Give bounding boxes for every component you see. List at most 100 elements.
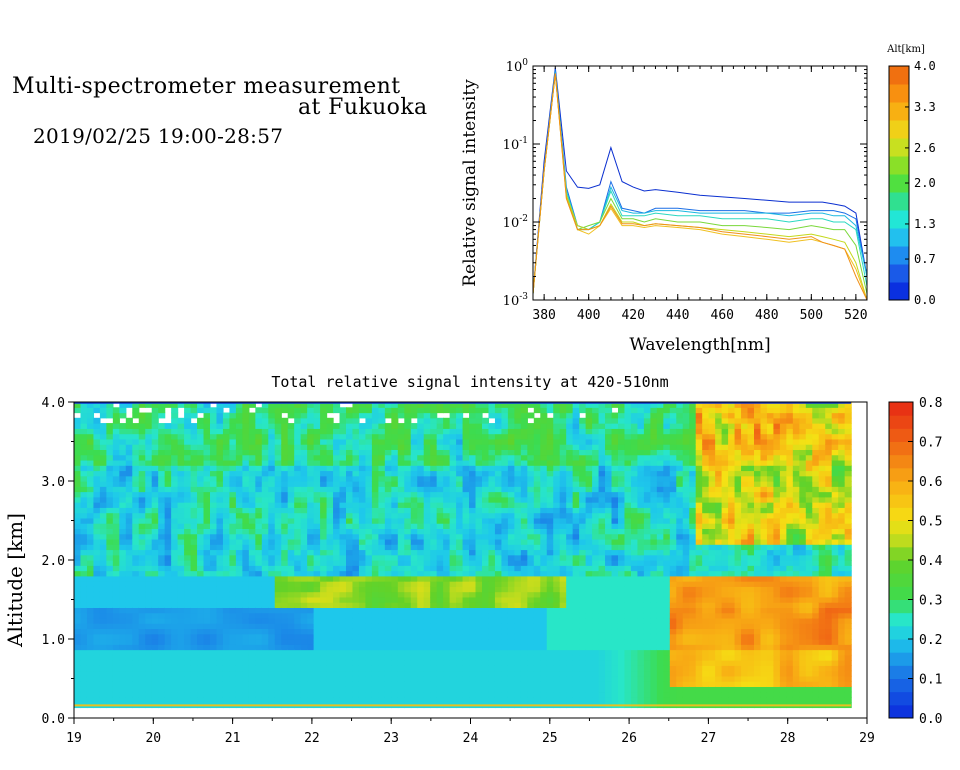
heatmap-cell <box>559 507 567 514</box>
heatmap-cell <box>579 486 587 493</box>
heatmap-cell <box>339 617 347 624</box>
heatmap-cell <box>313 454 321 461</box>
heatmap-cell <box>307 686 315 693</box>
heatmap-cell <box>125 549 133 556</box>
heatmap-cell <box>261 475 269 482</box>
heatmap-cell <box>132 660 140 666</box>
heatmap-cell <box>391 675 399 682</box>
heatmap-cell <box>520 565 528 572</box>
heatmap-cell <box>339 670 347 677</box>
heatmap-cell <box>80 517 88 524</box>
heatmap-cell <box>475 433 483 440</box>
heatmap-cell <box>112 475 120 482</box>
heatmap-cell <box>397 665 405 672</box>
heatmap-cell <box>242 423 250 429</box>
heatmap-cell <box>585 554 593 561</box>
heatmap-cell <box>423 670 431 677</box>
heatmap-cell <box>553 691 561 698</box>
heatmap-cell <box>566 639 574 645</box>
heatmap-cell <box>222 423 231 429</box>
heatmap-cell <box>248 665 256 672</box>
heatmap-cell <box>371 544 379 551</box>
heatmap-cell <box>358 423 367 429</box>
heatmap-cell <box>164 581 172 587</box>
heatmap-cell <box>527 596 535 603</box>
heatmap-cell <box>533 423 541 429</box>
heatmap-cell <box>184 433 192 440</box>
heatmap-cell <box>449 517 457 524</box>
heatmap-cell <box>145 438 153 445</box>
heatmap-cell <box>216 528 224 535</box>
heatmap-cell <box>611 660 619 666</box>
heatmap-cell <box>242 507 250 514</box>
heatmap-cell <box>119 623 127 630</box>
heatmap-cell <box>462 612 470 619</box>
heatmap-cell <box>158 670 166 677</box>
heatmap-cell <box>171 670 179 677</box>
heatmap-cell <box>494 423 503 429</box>
heatmap-cell <box>190 623 198 630</box>
heatmap-cell <box>177 481 185 487</box>
heatmap-cell <box>197 633 205 640</box>
heatmap-cell <box>585 596 593 603</box>
heatmap-cell <box>93 633 101 640</box>
heatmap-cell <box>488 560 496 566</box>
heatmap-cell <box>255 628 263 635</box>
heatmap-cell <box>184 544 192 551</box>
heatmap-cell <box>533 591 541 598</box>
heatmap-cell <box>132 470 140 477</box>
heatmap-cell <box>572 470 580 477</box>
heatmap-cell <box>222 528 231 535</box>
heatmap-cell <box>99 686 107 693</box>
heatmap-cell <box>184 633 192 640</box>
heatmap-cell <box>469 675 477 682</box>
heatmap-cell <box>585 681 593 687</box>
heatmap-cell <box>112 412 120 419</box>
heatmap-cell <box>261 686 269 693</box>
heatmap-cell <box>320 575 328 582</box>
heatmap-cell <box>93 533 101 540</box>
heatmap-cell <box>93 444 101 450</box>
heatmap-cell <box>112 523 120 529</box>
heatmap-cell <box>436 533 444 540</box>
heatmap-cell <box>216 444 224 450</box>
heatmap-cell <box>216 507 224 514</box>
heatmap-cell <box>184 449 192 456</box>
heatmap-cell <box>235 486 243 493</box>
heatmap-cell <box>430 402 438 408</box>
heatmap-cell <box>572 623 580 630</box>
heatmap-cell <box>197 444 205 450</box>
heatmap-cell <box>287 570 295 577</box>
heatmap-cell <box>462 465 470 472</box>
heatmap-cell <box>158 691 166 698</box>
heatmap-cell <box>371 433 379 440</box>
heatmap-cell <box>585 617 593 624</box>
heatmap-cell <box>430 617 438 624</box>
heatmap-cell <box>371 459 379 466</box>
heatmap-cell <box>80 617 88 624</box>
heatmap-cell <box>171 481 179 487</box>
heatmap-cell <box>572 523 580 529</box>
heatmap-cell <box>326 633 334 640</box>
spectrum-x-axis-label: Wavelength[nm] <box>629 335 770 355</box>
heatmap-cell <box>326 607 334 614</box>
heatmap-cell <box>397 591 405 598</box>
heatmap-cell <box>559 496 567 503</box>
heatmap-cell <box>423 465 431 472</box>
heatmap-cell <box>462 639 470 645</box>
heatmap-cell <box>255 475 263 482</box>
heatmap-cell <box>384 465 392 472</box>
heatmap-cell <box>86 602 95 608</box>
heatmap-cell <box>391 660 399 666</box>
heatmap-cell <box>378 628 386 635</box>
heatmap-cell <box>320 633 328 640</box>
heatmap-cell <box>294 581 302 587</box>
heatmap-cell <box>203 633 211 640</box>
heatmap-cell <box>358 686 367 693</box>
heatmap-cell <box>371 407 379 414</box>
heatmap-cell <box>404 496 412 503</box>
heatmap-cell <box>177 554 185 561</box>
heatmap-cell <box>287 449 295 456</box>
heatmap-cell <box>320 549 328 556</box>
heatmap-cell <box>222 696 231 703</box>
